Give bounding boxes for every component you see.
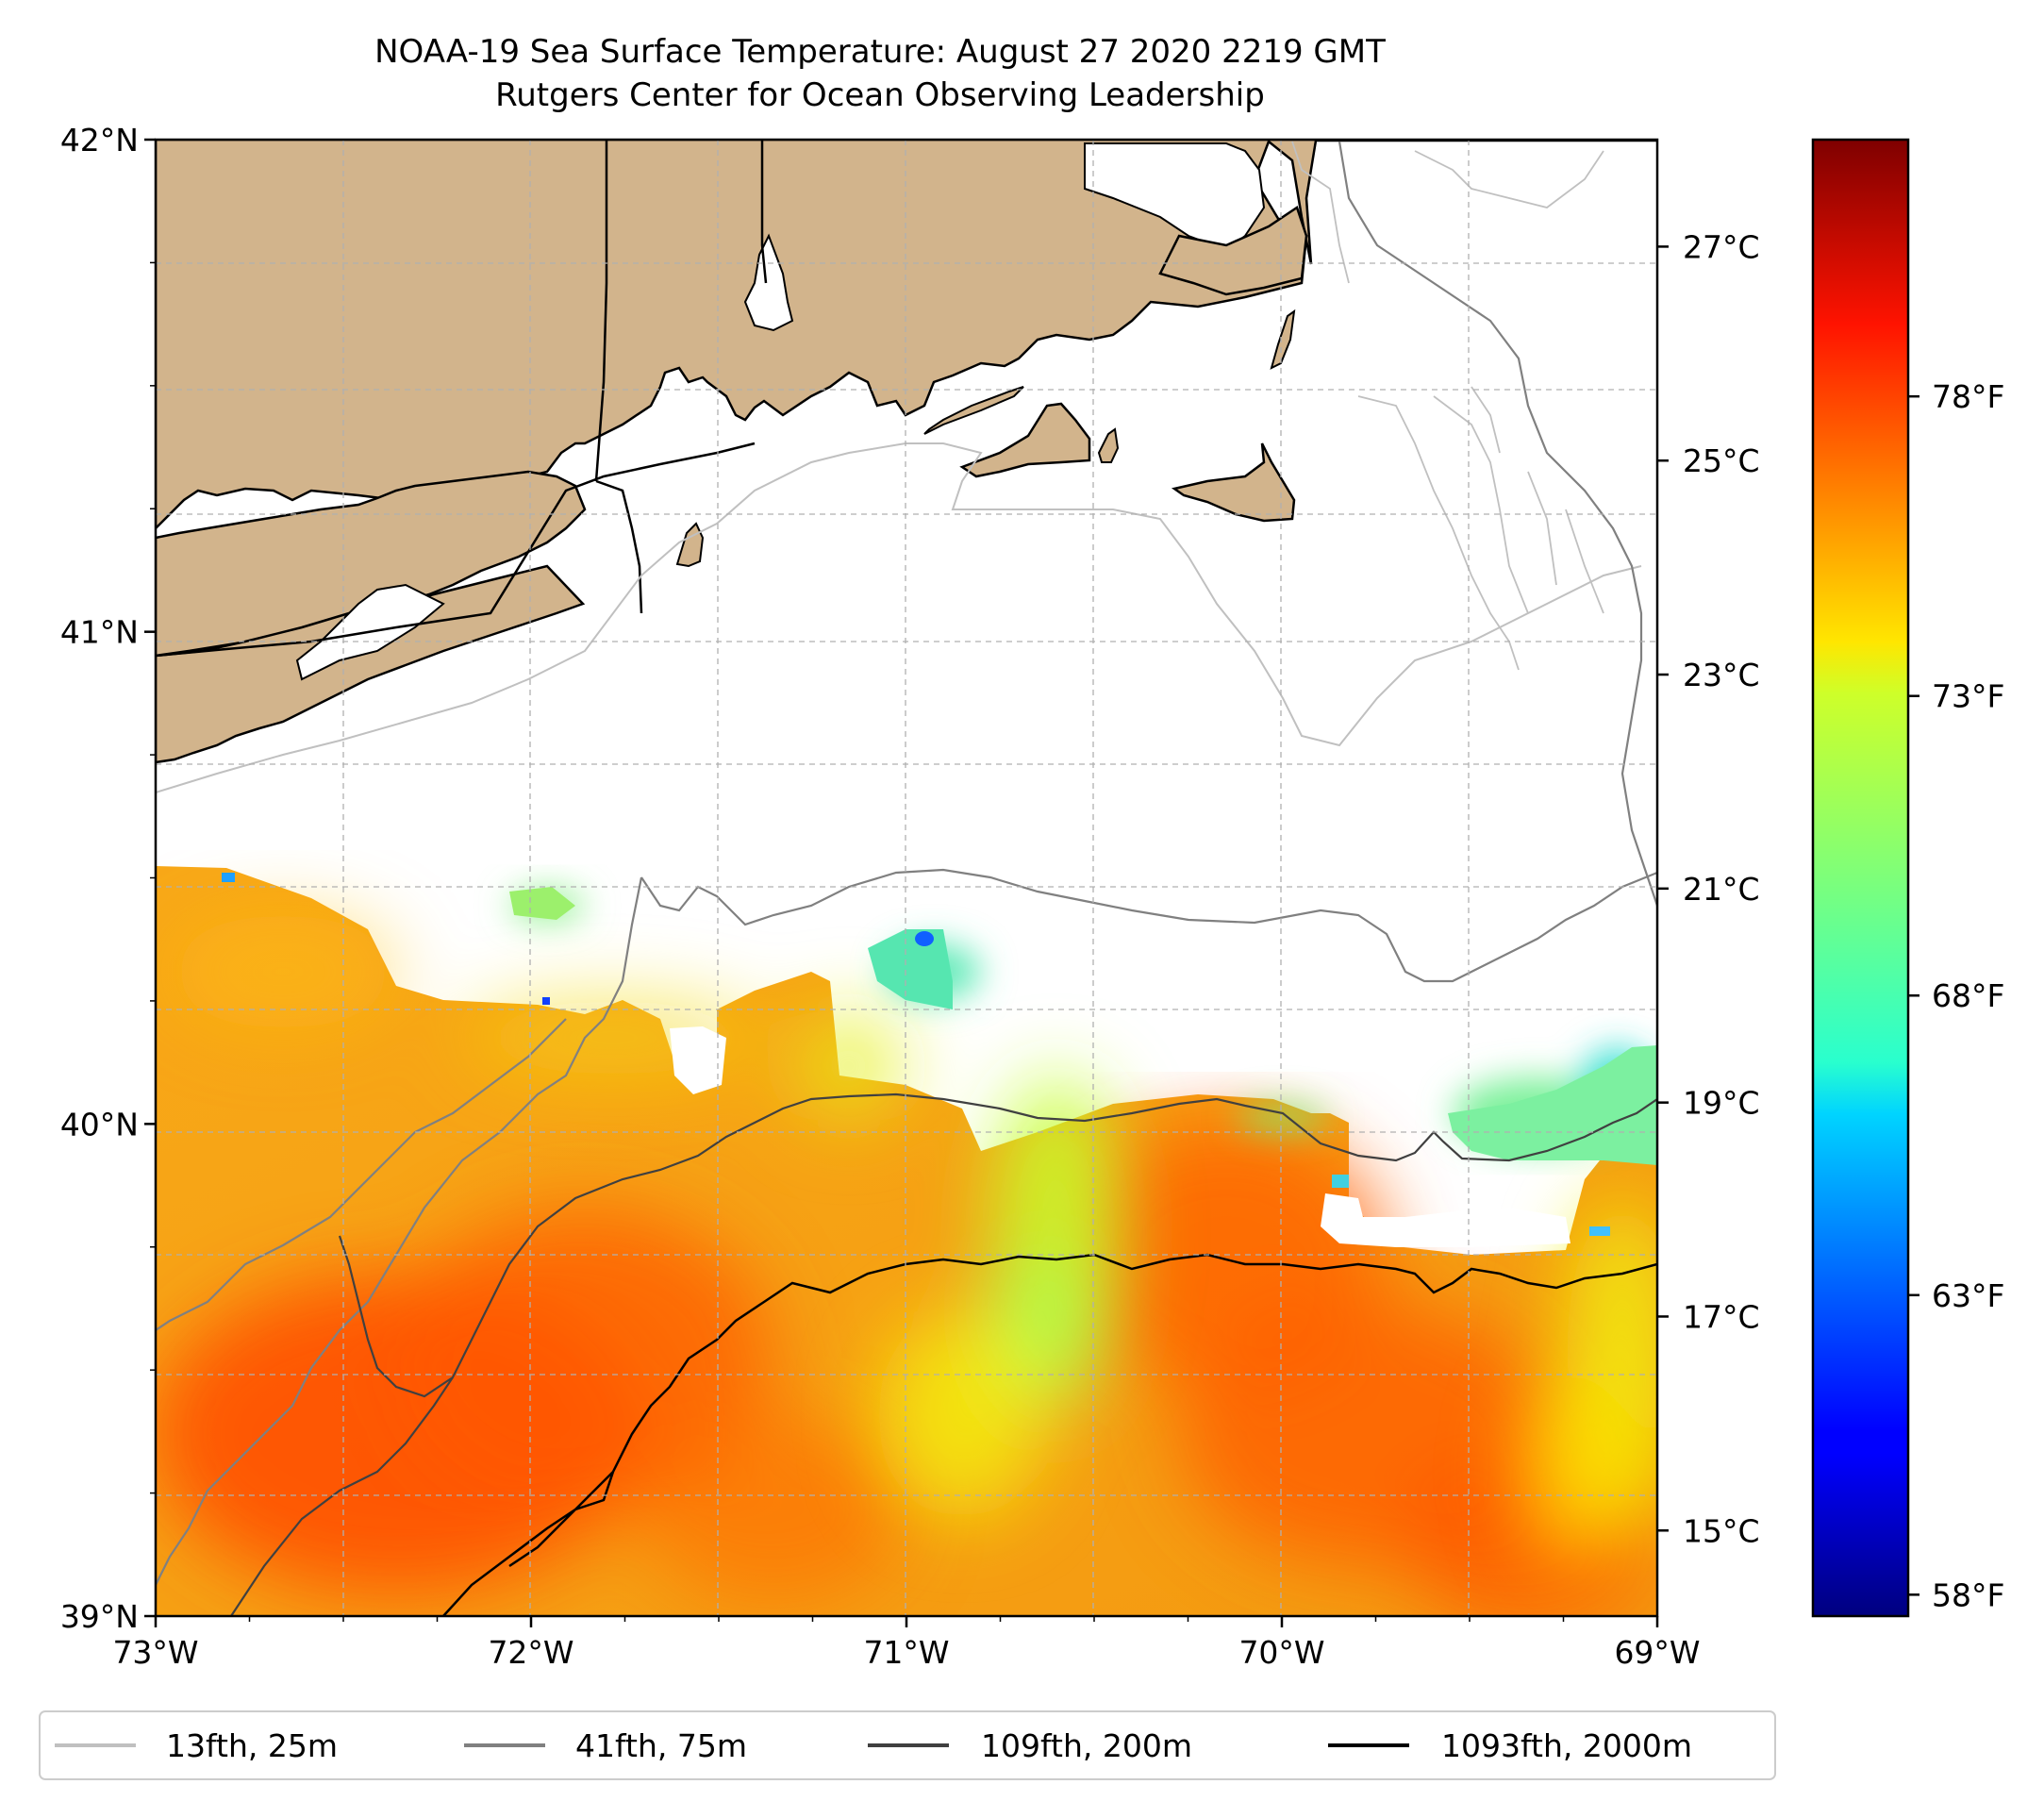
no-data-cutout-bay: [670, 1026, 726, 1094]
x-tick-label: 71°W: [863, 1634, 949, 1671]
land-narragansett-islands: [743, 233, 794, 332]
contour-25m-shoals: [1357, 386, 1604, 671]
sst-patch-blue: [915, 931, 934, 946]
contour-25m-ne: [1291, 141, 1604, 284]
gridlines: [156, 140, 1657, 1616]
land-marthas-vineyard: [959, 402, 1091, 478]
x-tick-label: 72°W: [488, 1634, 573, 1671]
colorbar-celsius-label: 25°C: [1683, 442, 1760, 479]
contour-75m: [156, 141, 1657, 1586]
sst-patch-mid: [868, 929, 953, 1009]
land-elizabeth-islands: [923, 386, 1024, 435]
legend-label-75m: 41fth, 75m: [575, 1727, 747, 1764]
map-area: [156, 140, 1657, 1616]
contour-2000m: [442, 1253, 1657, 1616]
border-ct-ri: [760, 140, 768, 284]
colorbar-celsius-label: 23°C: [1683, 657, 1760, 693]
colorbar: 27°C 25°C 23°C 21°C 19°C 17°C 15°C 78°F 73°F 68°…: [1657, 138, 2004, 1618]
sst-dot-3: [1589, 1226, 1610, 1236]
colorbar-celsius-label: 21°C: [1683, 871, 1760, 908]
sst-patch-north: [509, 887, 575, 920]
x-tick-label: 69°W: [1614, 1634, 1700, 1671]
colorbar-celsius-label: 15°C: [1683, 1512, 1760, 1549]
legend-label-2000m: 1093fth, 2000m: [1441, 1727, 1692, 1764]
y-axis: 42°N 41°N 40°N 39°N: [60, 122, 156, 1635]
border-sound-line: [156, 442, 756, 658]
title-line-1: NOAA-19 Sea Surface Temperature: August …: [374, 33, 1386, 71]
no-data-cutout-south: [1321, 1193, 1570, 1247]
land-nantucket: [1171, 442, 1296, 523]
y-tick-label: 39°N: [60, 1598, 139, 1635]
legend-label-200m: 109fth, 200m: [981, 1727, 1192, 1764]
sst-patch-east: [1448, 1045, 1657, 1165]
sst-warm-patches: [156, 1123, 1651, 1616]
y-tick-label: 41°N: [60, 614, 139, 651]
border-water-line: [595, 479, 643, 614]
colorbar-celsius-label: 27°C: [1683, 228, 1760, 265]
land-cape-cod-bay: [1084, 142, 1266, 252]
colorbar-fahrenheit-label: 73°F: [1932, 678, 2004, 715]
colorbar-fahrenheit-label: 78°F: [1932, 378, 2004, 415]
colorbar-fahrenheit-label: 68°F: [1932, 977, 2004, 1014]
legend: 13fth, 25m 41fth, 75m 109fth, 200m 1093f…: [39, 1710, 1776, 1780]
contour-25m-coast: [156, 442, 1642, 793]
colorbar-gradient: [1811, 138, 1910, 1618]
y-tick-label: 42°N: [60, 122, 139, 158]
colorbar-fahrenheit-label: 63°F: [1932, 1277, 2004, 1314]
sst-dot-4: [1332, 1175, 1349, 1188]
colorbar-celsius-axis: 27°C 25°C 23°C 21°C 19°C 17°C 15°C: [1657, 228, 1760, 1549]
sst-dot-1: [222, 873, 235, 882]
border-ny-ct: [594, 140, 608, 482]
colorbar-fahrenheit-axis: 78°F 73°F 68°F 63°F 58°F: [1908, 378, 2004, 1613]
x-axis: 73°W 72°W 71°W 70°W 69°W: [112, 1616, 1701, 1671]
title-line-2: Rutgers Center for Ocean Observing Leade…: [495, 76, 1265, 114]
bathymetry-contours: [156, 141, 1657, 1616]
sst-field: [156, 866, 1657, 1616]
colorbar-celsius-label: 17°C: [1683, 1298, 1760, 1335]
legend-label-25m: 13fth, 25m: [166, 1727, 338, 1764]
contour-200m: [230, 1092, 1657, 1616]
land-nomans: [1097, 427, 1120, 463]
colorbar-fahrenheit-label: 58°F: [1932, 1576, 2004, 1613]
x-tick-label: 73°W: [112, 1634, 198, 1671]
state-boundaries: [156, 140, 768, 658]
colorbar-celsius-label: 19°C: [1683, 1085, 1760, 1122]
sst-cool-patches: [170, 915, 1657, 1566]
x-tick-label: 70°W: [1238, 1634, 1324, 1671]
sst-dot-2: [542, 997, 550, 1005]
land-cape-cod-hook: [1158, 206, 1308, 296]
y-tick-label: 40°N: [60, 1106, 139, 1142]
